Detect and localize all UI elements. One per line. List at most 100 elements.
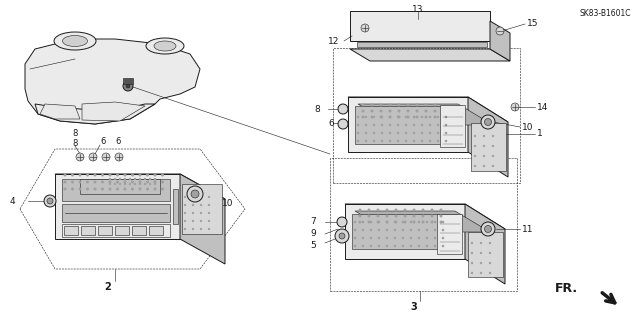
Polygon shape [345,204,505,229]
Circle shape [378,245,380,247]
Circle shape [79,188,81,190]
Circle shape [496,27,504,35]
Circle shape [124,183,126,185]
Circle shape [354,221,356,223]
Circle shape [445,124,447,126]
Circle shape [356,140,359,142]
Text: 1: 1 [537,130,543,138]
Circle shape [372,116,375,118]
Circle shape [362,245,364,247]
Circle shape [101,181,104,183]
Polygon shape [465,204,505,284]
Polygon shape [25,39,200,124]
Circle shape [422,209,424,211]
Circle shape [474,155,476,157]
Circle shape [370,229,372,231]
Circle shape [376,214,380,218]
Ellipse shape [154,41,176,51]
Circle shape [388,116,391,118]
Text: 7: 7 [310,218,316,226]
Circle shape [388,124,391,126]
Circle shape [116,181,119,183]
Circle shape [200,204,202,206]
Circle shape [372,124,375,126]
Circle shape [146,181,149,183]
Bar [62,179,170,201]
Circle shape [129,178,131,180]
Bar [98,226,112,235]
Circle shape [139,178,141,180]
Text: 5: 5 [310,241,316,249]
Circle shape [394,245,396,247]
Circle shape [146,174,149,176]
Circle shape [434,237,436,239]
Circle shape [410,237,412,239]
Circle shape [431,220,433,224]
Circle shape [404,140,407,142]
Circle shape [184,220,186,222]
Circle shape [480,262,482,264]
Circle shape [420,140,423,142]
Bar [471,123,506,171]
Circle shape [445,116,447,118]
Circle shape [362,221,364,223]
Circle shape [114,183,116,185]
Circle shape [388,103,392,107]
Circle shape [63,188,67,190]
Bar [350,11,490,41]
Circle shape [354,245,356,247]
Circle shape [380,115,383,118]
Circle shape [138,188,141,190]
Circle shape [403,214,406,218]
Circle shape [71,188,74,190]
Circle shape [422,214,424,218]
Circle shape [76,153,84,161]
Polygon shape [35,104,155,124]
Circle shape [370,245,372,247]
Circle shape [394,220,397,224]
Circle shape [161,174,164,176]
Circle shape [429,140,431,142]
Polygon shape [358,104,493,125]
Circle shape [200,212,202,214]
Circle shape [404,116,407,118]
Circle shape [406,109,410,113]
Circle shape [380,103,383,107]
Bar [440,105,465,147]
Circle shape [138,174,141,176]
Circle shape [440,209,442,211]
Bar [64,226,78,235]
Circle shape [184,212,186,214]
Circle shape [63,174,67,176]
Circle shape [440,220,442,224]
Polygon shape [180,174,225,264]
Circle shape [480,252,482,254]
Bar [333,48,520,183]
Text: SK83-B1601C: SK83-B1601C [580,10,632,19]
Circle shape [381,140,383,142]
Circle shape [208,204,210,206]
Circle shape [410,229,412,231]
Circle shape [86,188,89,190]
Text: 6: 6 [100,137,106,145]
Circle shape [436,132,439,134]
Circle shape [381,116,383,118]
Text: 11: 11 [522,225,534,234]
Circle shape [354,229,356,231]
Circle shape [187,186,203,202]
Circle shape [413,209,415,211]
Circle shape [372,132,375,134]
Circle shape [424,103,428,107]
Bar [330,158,517,291]
Circle shape [394,221,396,223]
Circle shape [200,196,202,198]
Text: 15: 15 [527,19,538,28]
Bar [115,226,129,235]
Circle shape [191,190,199,198]
Circle shape [192,228,194,230]
Circle shape [420,132,423,134]
Circle shape [192,220,194,222]
Circle shape [362,109,365,113]
Circle shape [420,116,423,118]
Circle shape [124,178,126,180]
